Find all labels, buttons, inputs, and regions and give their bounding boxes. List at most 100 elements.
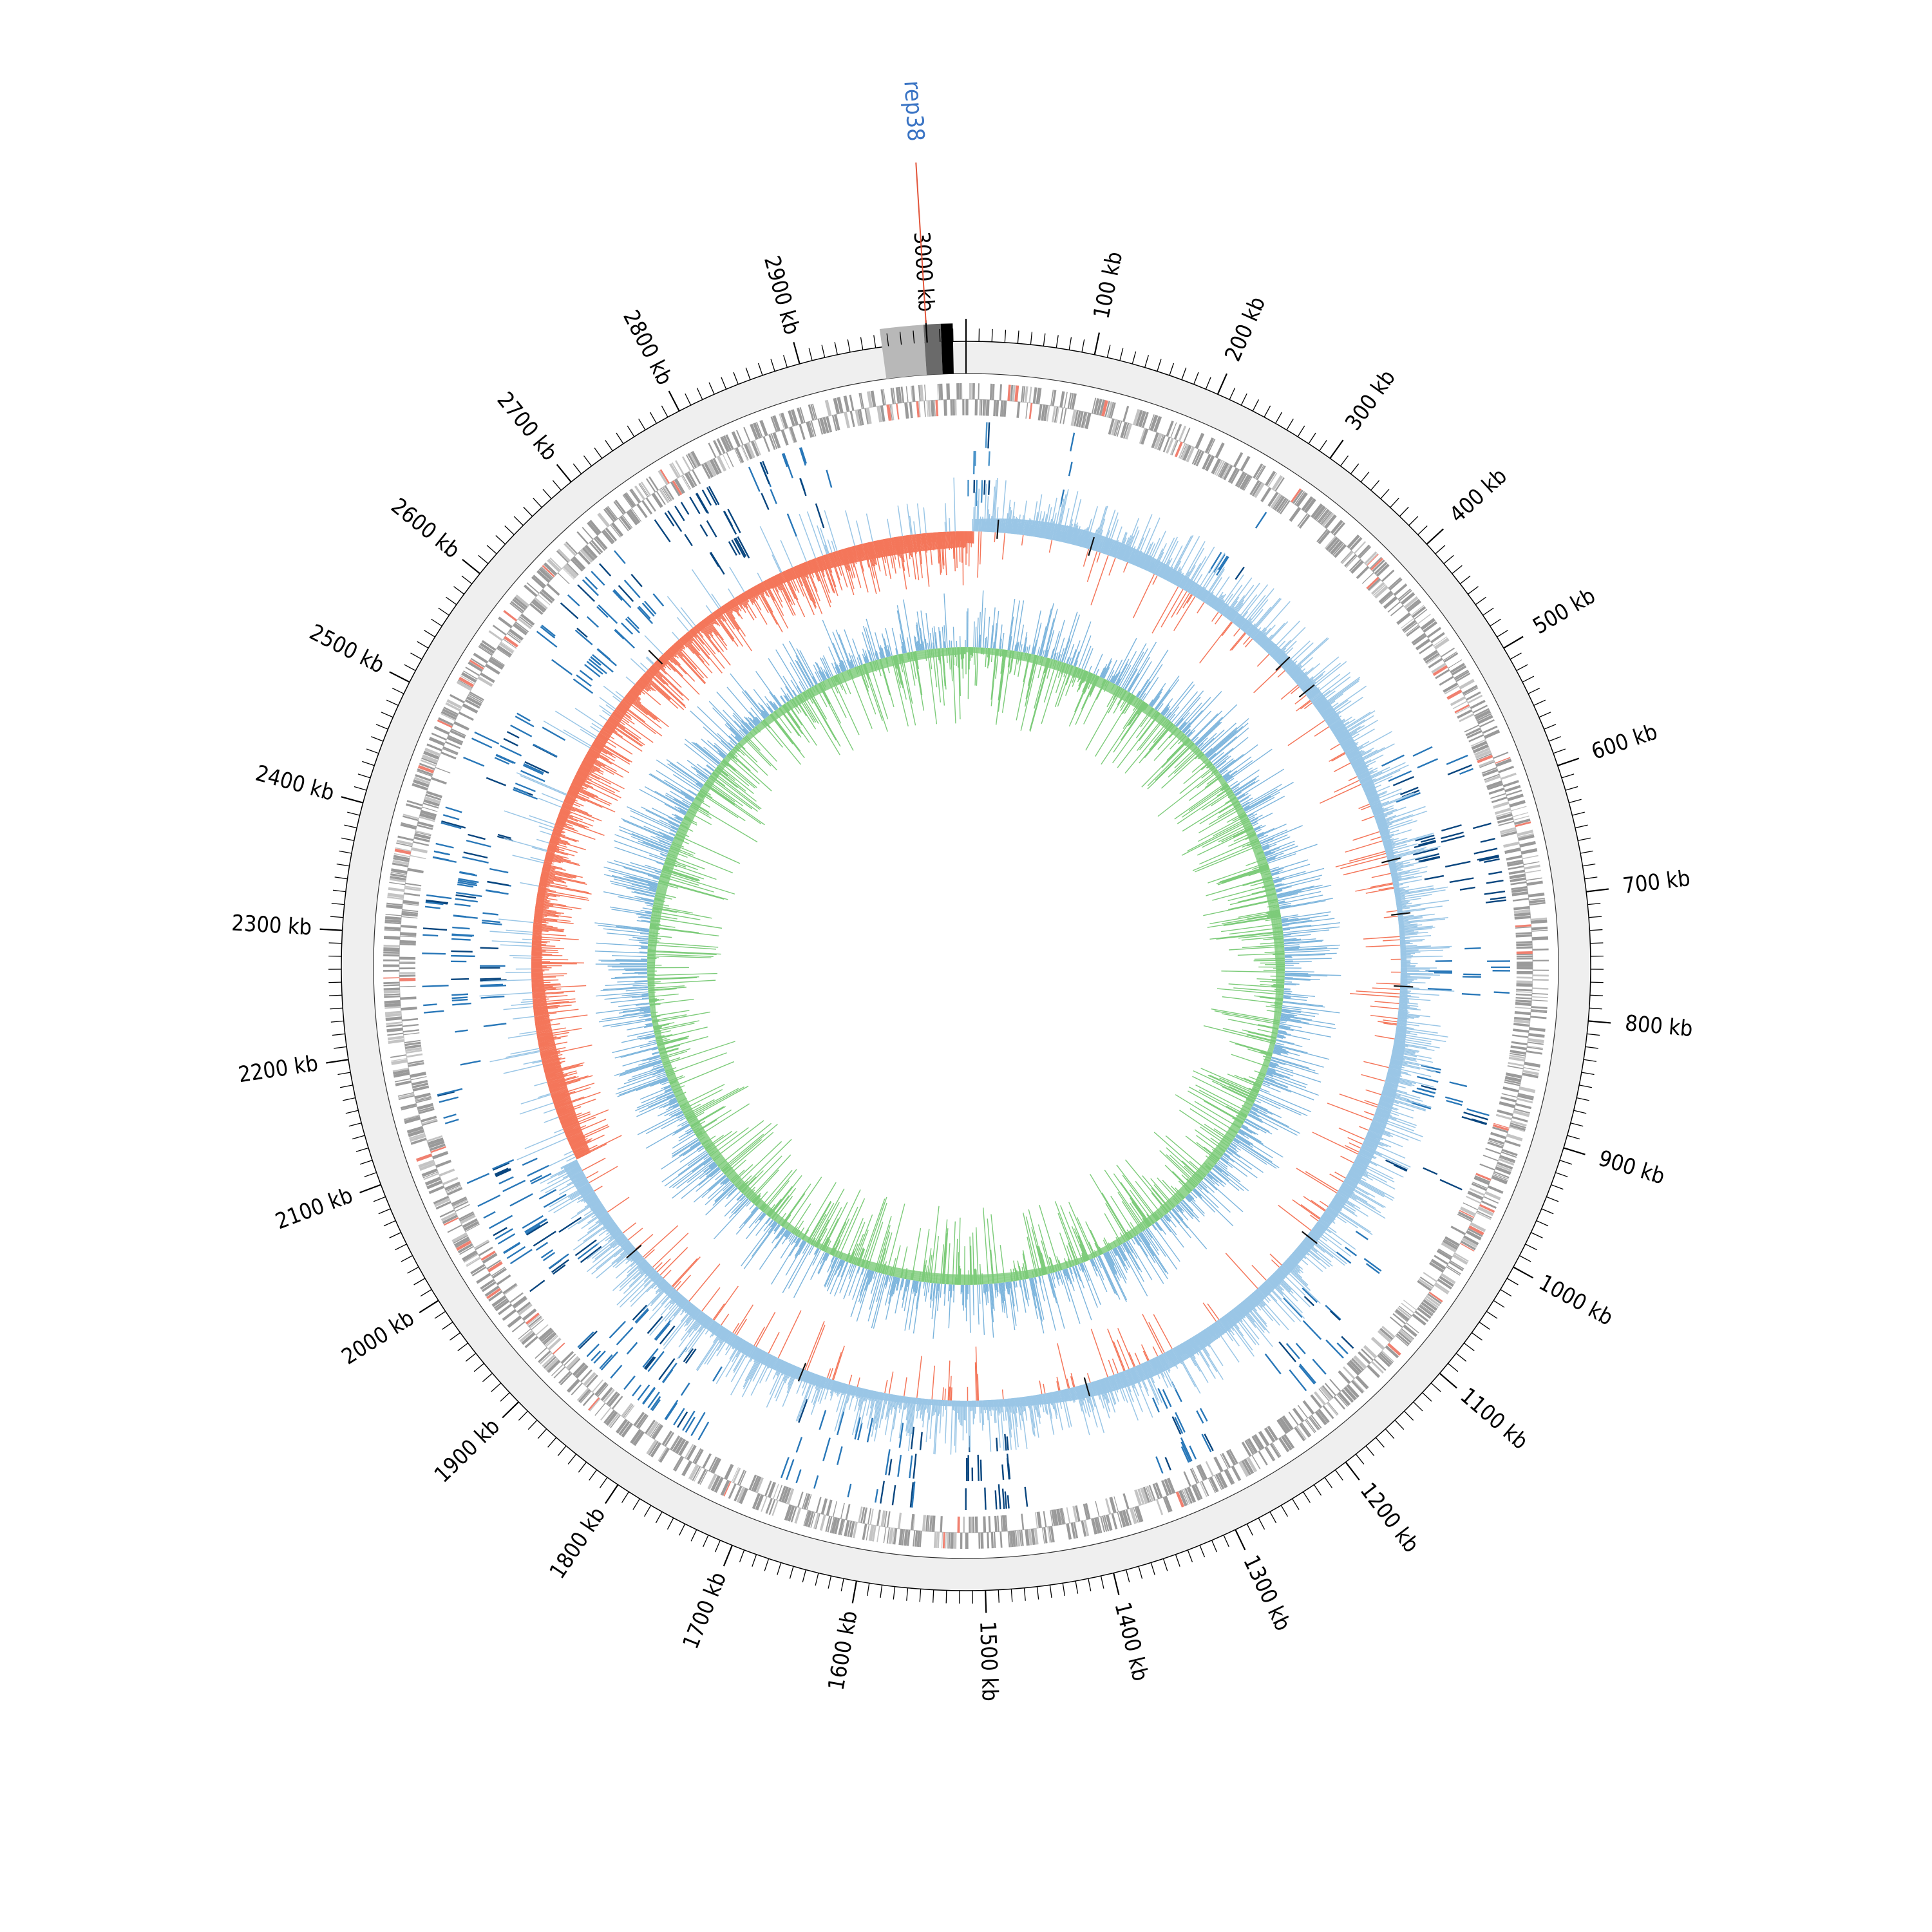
gene-segment (753, 1476, 762, 1493)
gene-segment (803, 1493, 811, 1510)
gene-segment (867, 1508, 872, 1524)
gene-segment (1510, 1124, 1526, 1132)
gene-segment (1508, 869, 1525, 875)
feature-mark (673, 1408, 685, 1426)
gene-segment (418, 1106, 434, 1112)
gene-segment (916, 1530, 921, 1548)
gene-segment (1479, 759, 1495, 768)
gene-segment (1516, 967, 1533, 970)
feature-mark (460, 1060, 481, 1066)
feature-mark (795, 1437, 803, 1453)
gene-segment (1153, 433, 1162, 450)
gene-segment (535, 1324, 549, 1336)
gene-segment (1441, 647, 1455, 658)
gene-segment (446, 1187, 463, 1196)
gene-segment (399, 974, 416, 977)
gene-segment (600, 1407, 612, 1421)
gene-segment (389, 878, 406, 883)
gene-segment (1021, 1513, 1025, 1530)
feature-mark (651, 1399, 661, 1412)
gene-segment (415, 1153, 433, 1162)
gene-segment (475, 1241, 490, 1251)
gene-segment (1474, 708, 1490, 717)
feature-mark (1400, 786, 1419, 795)
gene-segment (424, 747, 441, 757)
feature-mark (761, 493, 770, 510)
feature-mark (541, 625, 556, 637)
gene-segment (799, 424, 806, 440)
gene-segment (1504, 1081, 1520, 1086)
feature-mark (599, 1354, 613, 1369)
gene-segment (943, 399, 947, 416)
gene-segment (403, 1115, 420, 1121)
gene-segment (1104, 1498, 1112, 1515)
gene-segment (476, 1273, 491, 1284)
gene-segment (1507, 861, 1524, 867)
genome-block-segment (923, 323, 943, 375)
gene-segment (1531, 919, 1548, 924)
feature-mark (727, 508, 741, 534)
gene-segment (603, 508, 615, 523)
gene-segment (1401, 1302, 1415, 1314)
gene-segment (1321, 1385, 1334, 1399)
gene-segment (1361, 572, 1374, 584)
gene-segment (810, 1512, 816, 1528)
feature-mark (503, 737, 518, 747)
feature-mark (891, 1484, 896, 1506)
gene-segment (384, 926, 401, 931)
gene-segment (1503, 841, 1520, 848)
gene-segment (1526, 1046, 1543, 1050)
gene-segment (1454, 1253, 1469, 1262)
gene-segment (1455, 706, 1470, 715)
gene-segment (860, 392, 865, 409)
gene-segment (408, 1062, 424, 1066)
gene-segment (1005, 1515, 1008, 1531)
gene-segment (1462, 1237, 1478, 1248)
gene-segment (845, 1504, 851, 1520)
gene-segment (416, 770, 432, 777)
gene-segment (459, 712, 474, 721)
gene-segment (402, 909, 419, 913)
feature-mark (770, 489, 777, 504)
gene-segment (383, 964, 400, 967)
gene-segment (880, 405, 886, 422)
gene-segment (820, 1498, 828, 1515)
gene-segment (1457, 1211, 1473, 1221)
gene-segment (1303, 498, 1316, 513)
gene-segment (630, 1429, 642, 1444)
gene-segment (1356, 565, 1370, 580)
gene-segment (722, 453, 730, 469)
gene-segment (651, 1423, 661, 1438)
gene-segment (464, 699, 480, 709)
gene-segment (1507, 1065, 1524, 1070)
feature-mark (1235, 566, 1245, 580)
gene-segment (1510, 1045, 1527, 1050)
gene-segment (808, 404, 815, 421)
gene-segment (393, 857, 410, 862)
gene-segment (1410, 605, 1425, 616)
gene-segment (1493, 1173, 1509, 1180)
gene-segment (1495, 1166, 1511, 1175)
gene-segment (542, 1354, 555, 1367)
feature-mark (642, 1348, 659, 1368)
feature-mark (588, 658, 607, 674)
gene-segment (587, 521, 600, 536)
gene-segment (1180, 444, 1189, 460)
gene-segment (1228, 1448, 1238, 1464)
gene-segment (678, 1440, 689, 1456)
feature-mark (527, 1164, 550, 1177)
gene-segment (415, 774, 431, 782)
gene-segment (809, 421, 815, 437)
gene-segment (621, 1403, 633, 1417)
gene-segment (493, 1298, 508, 1309)
gene-segment (1300, 1422, 1312, 1437)
gene-segment (710, 1475, 721, 1492)
gene-segment (1244, 1440, 1255, 1455)
feature-mark (457, 881, 478, 887)
gene-segment (492, 1267, 507, 1279)
gene-segment (600, 1387, 613, 1401)
gene-segment (540, 1330, 554, 1342)
feature-mark (1471, 1118, 1488, 1125)
gene-segment (826, 1499, 833, 1516)
gene-segment (469, 691, 484, 701)
